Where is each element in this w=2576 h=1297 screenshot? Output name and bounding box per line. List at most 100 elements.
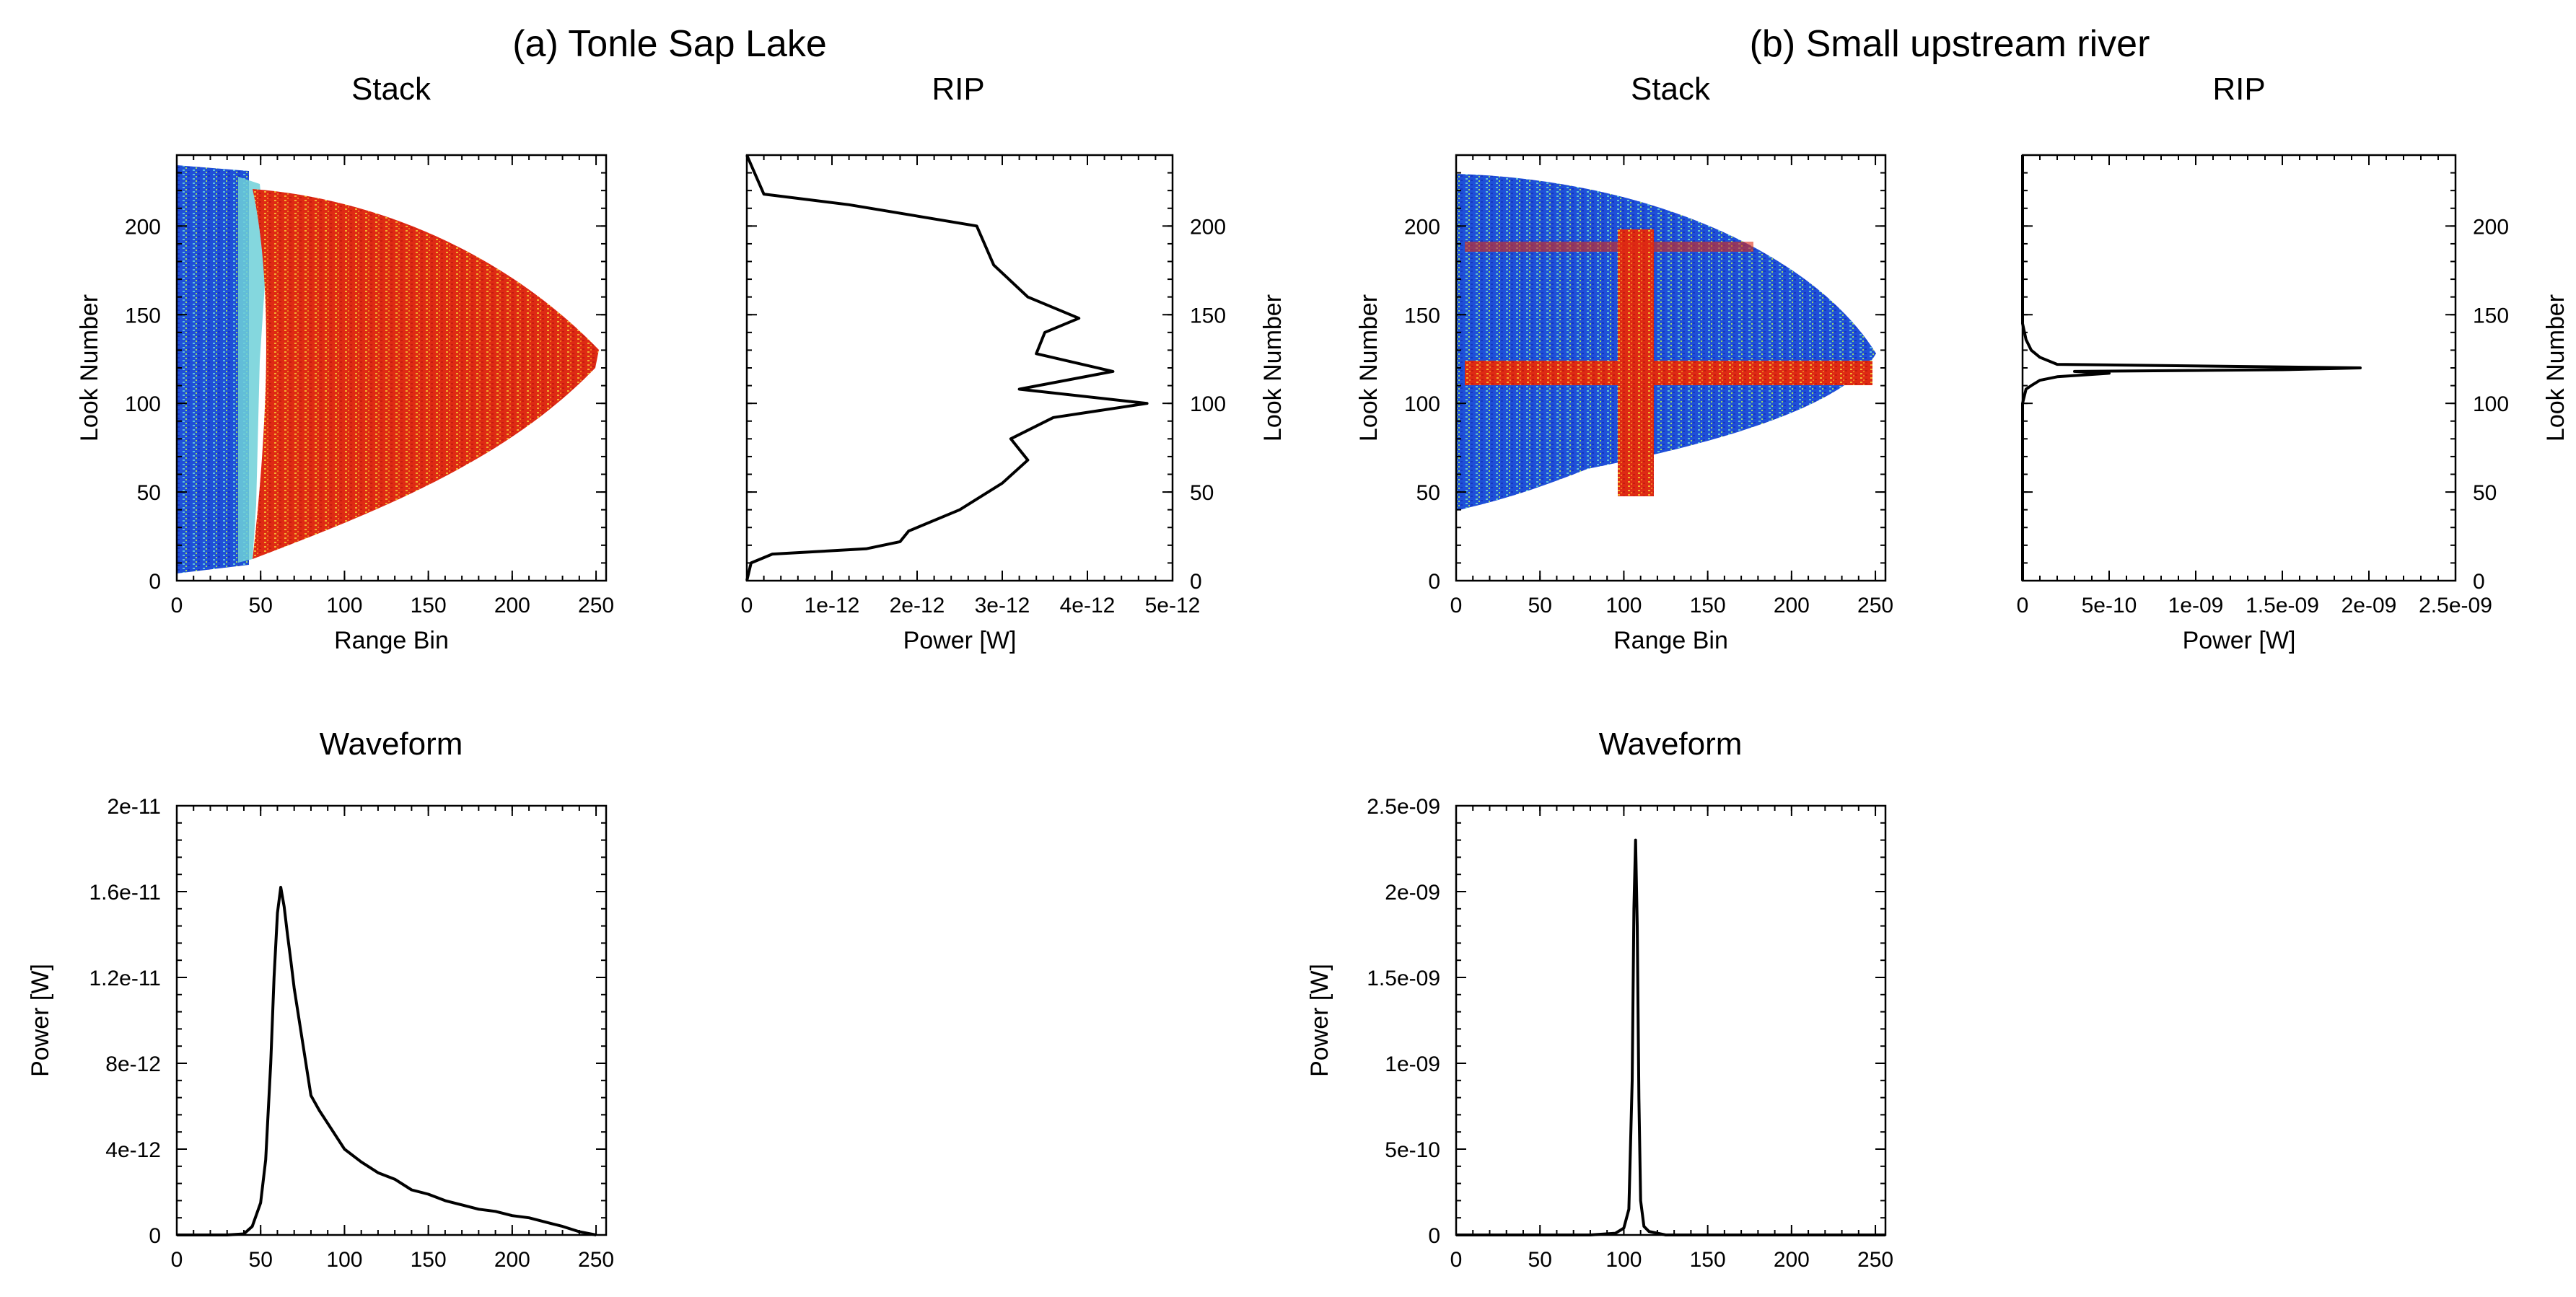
a-waveform-ytick-label: 0 — [149, 1224, 161, 1248]
b-waveform-ytick-label: 0 — [1428, 1224, 1440, 1248]
panel-b-title: (b) Small upstream river — [1750, 23, 2150, 65]
a-waveform-axes: 0 50 100 150 200 250 0 4e-12 8e-12 1.2e-11 1.6e-11… — [27, 795, 614, 1272]
a-waveform-ytick-label: 4e-12 — [105, 1138, 161, 1162]
a-stack-low-region — [177, 165, 249, 573]
a-rip-xtick-label: 5e-12 — [1145, 594, 1201, 617]
b-rip-xtick-label: 1.5e-09 — [2246, 594, 2319, 617]
b-rip-xtick-label: 5e-10 — [2082, 594, 2137, 617]
a-rip-ytick-label: 0 — [1190, 570, 1202, 594]
b-waveform-ytick-label: 2e-09 — [1385, 881, 1440, 905]
b-rip-ytick-label: 150 — [2473, 304, 2509, 327]
b-stack-bright-row — [1465, 361, 1872, 385]
a-waveform-xtick-label: 250 — [578, 1248, 614, 1272]
a-stack-ytick-label: 100 — [125, 392, 161, 416]
b-rip-xtick-label: 0 — [2017, 594, 2029, 617]
b-rip-ytick-label: 200 — [2473, 215, 2509, 239]
a-waveform-ytick-label: 1.2e-11 — [89, 967, 161, 990]
b-rip-ytick-label: 100 — [2473, 392, 2509, 416]
b-waveform-xtick-label: 0 — [1450, 1248, 1463, 1272]
b-rip-series-line — [2021, 155, 2362, 581]
b-rip-xlabel: Power [W] — [2183, 627, 2296, 654]
a-rip-frame — [745, 154, 1174, 582]
chart-layer: 0 50 100 150 200 250 0 50 100 150 200 Range Bin Look… — [27, 154, 2570, 1272]
b-waveform-frame — [1455, 804, 1887, 1236]
a-stack-ytick-label: 50 — [137, 481, 161, 505]
b-stack-ytick-label: 0 — [1428, 570, 1440, 594]
b-stack-xtick-label: 50 — [1528, 594, 1552, 617]
a-waveform-title: Waveform — [320, 726, 463, 762]
b-stack-ytick-label: 100 — [1404, 392, 1440, 416]
a-waveform-xtick-label: 100 — [326, 1248, 362, 1272]
a-waveform-xtick-label: 200 — [494, 1248, 530, 1272]
a-rip-series-line — [745, 154, 1149, 581]
b-stack-axes: 0 50 100 150 200 250 0 50 100 150 200 Range Bin Look… — [1355, 154, 1893, 654]
a-rip-xlabel: Power [W] — [903, 627, 1017, 654]
b-waveform-ylabel: Power [W] — [1306, 964, 1333, 1077]
b-waveform-xtick-label: 200 — [1774, 1248, 1810, 1272]
a-waveform-frame — [175, 804, 608, 1236]
a-waveform-ytick-label: 1.6e-11 — [89, 881, 161, 905]
a-rip-ylabel: Look Number — [1259, 294, 1287, 441]
a-rip-ytick-label: 200 — [1190, 215, 1226, 239]
a-stack-ytick-label: 200 — [125, 215, 161, 239]
b-waveform-axes: 0 50 100 150 200 250 0 5e-10 1e-09 1.5e-09 2e-09 2.… — [1306, 795, 1893, 1272]
b-waveform-title: Waveform — [1599, 726, 1743, 762]
a-stack-heatmap — [177, 165, 599, 573]
a-rip-title: RIP — [932, 71, 984, 107]
a-rip-ytick-label: 100 — [1190, 392, 1226, 416]
a-stack-xtick-label: 150 — [411, 594, 447, 617]
b-rip-xtick-label: 1e-09 — [2168, 594, 2224, 617]
b-rip-axes: 0 5e-10 1e-09 1.5e-09 2e-09 2.5e-090501001502… — [2017, 154, 2570, 654]
a-stack-xtick-label: 200 — [494, 594, 530, 617]
b-rip-xtick-label: 2.5e-09 — [2419, 594, 2492, 617]
b-stack-ytick-label: 150 — [1404, 304, 1440, 327]
b-stack-upper-band — [1465, 242, 1753, 252]
a-stack-ytick-label: 0 — [149, 570, 161, 594]
b-rip-ytick-label: 50 — [2473, 481, 2497, 505]
b-stack-ytick-label: 200 — [1404, 215, 1440, 239]
b-stack-ylabel: Look Number — [1355, 294, 1383, 441]
b-waveform-ytick-label: 1.5e-09 — [1367, 967, 1440, 990]
a-rip-xtick-label: 0 — [741, 594, 753, 617]
a-rip-axes: 0 1e-12 2e-12 3e-12 4e-12 5e-12050100150200Po… — [741, 154, 1287, 654]
a-stack-high-region — [253, 189, 599, 559]
b-waveform-xtick-label: 50 — [1528, 1248, 1552, 1272]
a-rip-xtick-label: 1e-12 — [805, 594, 860, 617]
b-waveform-xtick-label: 150 — [1690, 1248, 1726, 1272]
a-rip-xtick-label: 4e-12 — [1060, 594, 1116, 617]
b-stack-xtick-label: 250 — [1857, 594, 1893, 617]
b-rip-ylabel: Look Number — [2542, 294, 2570, 441]
a-waveform-xtick-label: 150 — [411, 1248, 447, 1272]
b-waveform-ytick-label: 1e-09 — [1385, 1052, 1440, 1076]
b-stack-heatmap — [1456, 174, 1876, 511]
b-stack-xtick-label: 100 — [1605, 594, 1642, 617]
b-waveform-ytick-label: 5e-10 — [1385, 1138, 1440, 1162]
b-waveform-series-line — [1456, 838, 1885, 1236]
a-stack-ytick-label: 150 — [125, 304, 161, 327]
b-stack-xtick-label: 0 — [1450, 594, 1463, 617]
a-stack-xtick-label: 100 — [326, 594, 362, 617]
a-stack-xlabel: Range Bin — [334, 627, 449, 654]
panel-a-title: (a) Tonle Sap Lake — [512, 23, 827, 65]
b-stack-blue-region — [1456, 174, 1876, 511]
a-stack-xtick-label: 50 — [249, 594, 273, 617]
a-rip-xtick-label: 3e-12 — [975, 594, 1030, 617]
b-stack-ytick-label: 50 — [1416, 481, 1440, 505]
b-rip-ytick-label: 0 — [2473, 570, 2485, 594]
a-stack-transition — [238, 177, 267, 563]
a-waveform-xtick-label: 50 — [249, 1248, 273, 1272]
b-rip-xtick-label: 2e-09 — [2341, 594, 2397, 617]
a-waveform-ylabel: Power [W] — [27, 964, 54, 1077]
a-stack-axes: 0 50 100 150 200 250 0 50 100 150 200 Range Bin Look… — [76, 154, 614, 654]
b-waveform-xtick-label: 250 — [1857, 1248, 1893, 1272]
b-stack-xtick-label: 150 — [1690, 594, 1726, 617]
a-rip-ytick-label: 150 — [1190, 304, 1226, 327]
b-stack-xlabel: Range Bin — [1613, 627, 1728, 654]
b-waveform-xtick-label: 100 — [1605, 1248, 1642, 1272]
a-rip-ytick-label: 50 — [1190, 481, 1214, 505]
b-stack-xtick-label: 200 — [1774, 594, 1810, 617]
b-rip-title: RIP — [2212, 71, 2265, 107]
a-rip-xtick-label: 2e-12 — [890, 594, 945, 617]
a-waveform-series-line — [177, 886, 597, 1236]
